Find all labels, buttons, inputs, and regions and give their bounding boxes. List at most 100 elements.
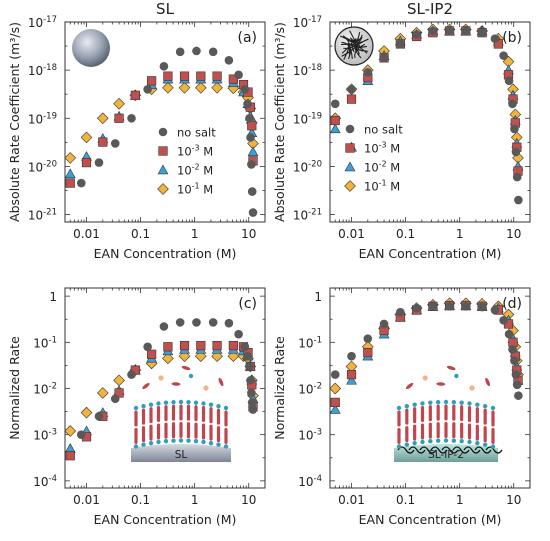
plot-frame bbox=[329, 21, 531, 223]
y-tick-label: 10-19 bbox=[28, 111, 57, 126]
x-axis-title: EAN Concentration (M) bbox=[94, 512, 237, 527]
data-point bbox=[234, 329, 243, 339]
series-1e-1 bbox=[64, 350, 259, 437]
data-point bbox=[508, 99, 517, 109]
y-tick-label: 10-4 bbox=[298, 474, 322, 489]
y-axis-title: Absolute Rate Coefficient (m³/s) bbox=[7, 22, 22, 222]
data-point bbox=[178, 350, 191, 363]
data-point bbox=[98, 137, 108, 147]
column-title: SL bbox=[156, 0, 175, 18]
data-point bbox=[512, 380, 522, 390]
data-point bbox=[490, 34, 500, 43]
data-point bbox=[163, 342, 173, 352]
panel-tag: (d) bbox=[502, 296, 522, 312]
y-tick-label: 10-21 bbox=[28, 208, 57, 223]
y-axis-title: Normalized Rate bbox=[7, 336, 22, 440]
x-tick-label: 10 bbox=[241, 493, 256, 507]
data-point bbox=[363, 334, 373, 343]
data-point bbox=[445, 302, 454, 311]
data-point bbox=[147, 349, 157, 359]
inset-label: SL-IP-2 bbox=[428, 449, 464, 461]
legend-label: 10-2 M bbox=[177, 163, 213, 178]
data-point bbox=[330, 115, 340, 126]
data-point bbox=[248, 405, 258, 414]
polymer-cushion bbox=[397, 446, 503, 454]
data-point bbox=[379, 319, 389, 329]
x-tick-label: 10 bbox=[506, 227, 521, 241]
data-point bbox=[81, 157, 92, 168]
data-point bbox=[179, 340, 190, 351]
legend-marker bbox=[345, 124, 355, 134]
legend-label: no salt bbox=[177, 126, 216, 140]
data-point bbox=[212, 340, 222, 351]
legend-marker bbox=[344, 180, 356, 192]
x-tick-label: 1 bbox=[456, 493, 464, 507]
data-point bbox=[127, 370, 136, 379]
data-point bbox=[178, 81, 191, 94]
y-axis-title: Normalized Rate bbox=[272, 336, 287, 440]
data-point bbox=[110, 394, 120, 404]
x-tick-label: 0.1 bbox=[131, 493, 150, 507]
data-point bbox=[248, 208, 258, 217]
data-point bbox=[162, 81, 174, 94]
data-point bbox=[329, 123, 341, 134]
data-point bbox=[330, 370, 340, 379]
data-point bbox=[113, 374, 125, 387]
series-no-salt bbox=[330, 302, 523, 400]
data-point bbox=[64, 168, 76, 179]
y-tick-label: 1 bbox=[49, 290, 57, 304]
bilayer-inset: SL bbox=[131, 365, 231, 462]
data-point bbox=[143, 342, 152, 352]
data-point bbox=[246, 133, 255, 142]
y-tick-label: 10-1 bbox=[298, 335, 322, 350]
data-point bbox=[247, 121, 257, 131]
y-tick-label: 10-2 bbox=[298, 381, 322, 396]
series-1e-3 bbox=[330, 301, 523, 407]
support-slab bbox=[394, 444, 498, 462]
data-point bbox=[96, 387, 109, 399]
plot-frame bbox=[64, 287, 266, 489]
chart-panel-c: 0.01 0.1 1 10 10-4 10-3 10-2 10-1 1 EAN Concentra… bbox=[7, 287, 266, 527]
y-tick-label: 10-19 bbox=[293, 111, 322, 126]
data-point bbox=[211, 350, 223, 363]
x-tick-label: 0.1 bbox=[396, 493, 415, 507]
x-tick-label: 1 bbox=[456, 227, 464, 241]
data-point bbox=[64, 425, 77, 437]
polymer-sphere-icon bbox=[334, 26, 374, 66]
data-point bbox=[247, 146, 259, 157]
data-point bbox=[511, 147, 521, 157]
data-point bbox=[76, 178, 86, 188]
legend-marker bbox=[158, 127, 168, 137]
data-point bbox=[445, 26, 454, 36]
legend-label: 10-3 M bbox=[177, 144, 213, 159]
legend: no salt 10-3 M 10-2 M 10-1 M bbox=[157, 126, 216, 197]
data-point bbox=[234, 70, 243, 80]
panel-tag: (a) bbox=[237, 30, 257, 46]
plot-frame bbox=[64, 21, 266, 223]
y-tick-label: 10-20 bbox=[28, 159, 57, 174]
x-tick-label: 0.1 bbox=[131, 227, 150, 241]
y-tick-label: 10-2 bbox=[33, 381, 57, 396]
data-point bbox=[379, 53, 389, 63]
data-point bbox=[208, 318, 218, 327]
legend-label: 10-3 M bbox=[364, 141, 400, 156]
data-point bbox=[240, 342, 250, 352]
data-point bbox=[247, 398, 257, 407]
sphere-icon bbox=[72, 29, 110, 67]
legend: no salt 10-3 M 10-2 M 10-1 M bbox=[344, 123, 403, 194]
data-point bbox=[510, 124, 519, 134]
y-tick-label: 10-3 bbox=[298, 428, 322, 443]
legend-label: 10-2 M bbox=[364, 160, 400, 175]
data-point bbox=[80, 406, 93, 419]
data-point bbox=[499, 315, 508, 325]
data-point bbox=[194, 81, 207, 94]
panel-tag: (b) bbox=[502, 30, 522, 46]
data-point bbox=[80, 131, 93, 144]
y-tick-label: 10-4 bbox=[33, 474, 57, 489]
data-point bbox=[179, 71, 190, 81]
data-point bbox=[240, 84, 250, 94]
chart-panel-a: 0.01 0.1 1 10 10-21 10-20 10-19 10-18 10-17 EAN C… bbox=[7, 0, 266, 261]
x-tick-label: 0.1 bbox=[396, 227, 415, 241]
data-point bbox=[346, 369, 357, 380]
